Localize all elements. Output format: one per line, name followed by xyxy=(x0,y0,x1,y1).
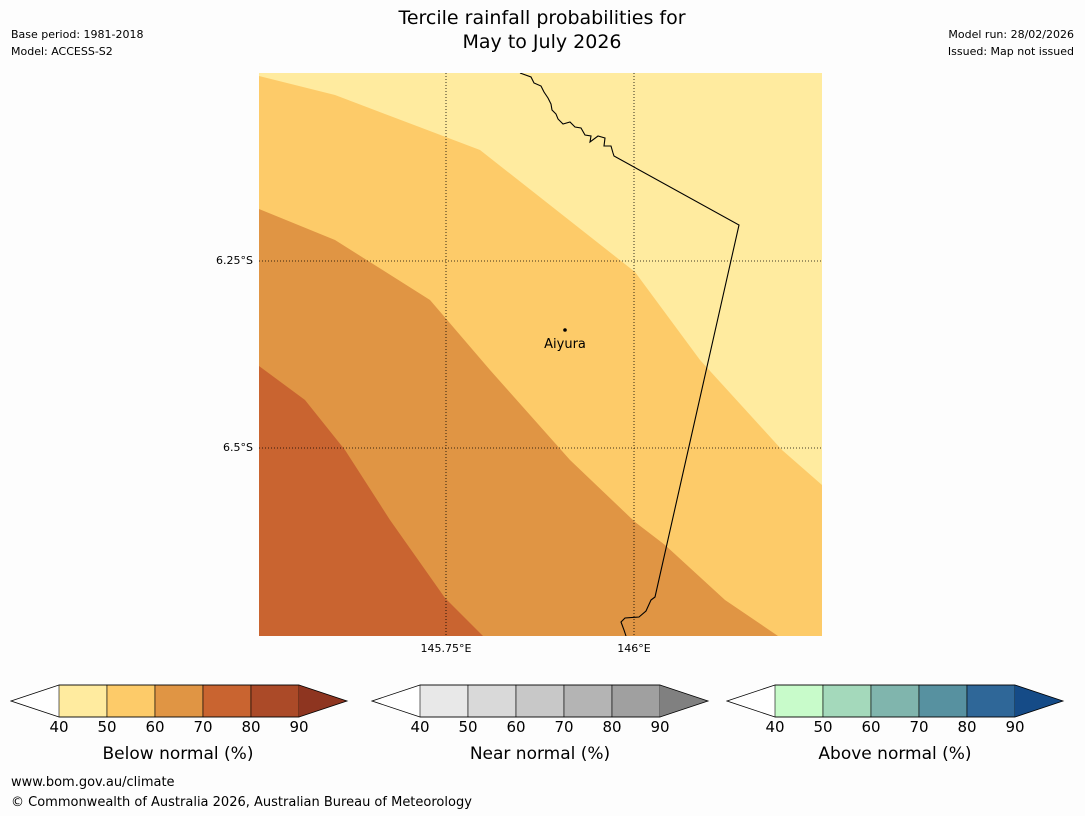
lon-label-146: 146°E xyxy=(617,642,651,655)
colorbar-tick-label: 80 xyxy=(241,718,261,736)
colorbar-near-graphic xyxy=(371,684,710,718)
title-line-1: Tercile rainfall probabilities for xyxy=(398,7,686,29)
colorbar-above-title: Above normal (%) xyxy=(818,744,972,764)
colorbar-extend-high xyxy=(299,685,347,717)
colorbar-segment xyxy=(419,684,469,718)
colorbar-tick-label: 60 xyxy=(145,718,165,736)
colorbar-tick-label: 80 xyxy=(602,718,622,736)
colorbar-segment xyxy=(822,684,872,718)
colorbar-segment xyxy=(774,684,824,718)
colorbar-outline xyxy=(10,684,349,718)
colorbar-extend-high xyxy=(660,685,708,717)
place-label-aiyura: Aiyura xyxy=(544,337,586,352)
lon-label-145-75: 145.75°E xyxy=(420,642,472,655)
colorbar-tick-label: 70 xyxy=(193,718,213,736)
colorbar-tick-label: 40 xyxy=(410,718,430,736)
colorbar-segment xyxy=(918,684,968,718)
issued-text: Issued: Map not issued xyxy=(947,45,1074,58)
colorbar-tick-label: 90 xyxy=(1005,718,1025,736)
footer-copyright: © Commonwealth of Australia 2026, Austra… xyxy=(11,795,472,810)
colorbar-tick-label: 70 xyxy=(909,718,929,736)
title-line-2: May to July 2026 xyxy=(462,31,622,53)
colorbar-segment xyxy=(58,684,108,718)
colorbar-tick-label: 60 xyxy=(506,718,526,736)
colorbar-extend-high xyxy=(1015,685,1063,717)
rainfall-probability-map xyxy=(259,73,822,636)
colorbar-tick-label: 50 xyxy=(97,718,117,736)
colorbar-tick-label: 50 xyxy=(813,718,833,736)
colorbar-segment xyxy=(563,684,613,718)
colorbar-extend-low xyxy=(372,685,420,717)
colorbar-tick-label: 90 xyxy=(650,718,670,736)
colorbar-near-title: Near normal (%) xyxy=(469,744,611,764)
colorbar-above-graphic xyxy=(726,684,1065,718)
map-title: Tercile rainfall probabilities for May t… xyxy=(342,6,742,54)
colorbar-extend-low xyxy=(727,685,775,717)
metadata-right: Model run: 28/02/2026 Issued: Map not is… xyxy=(948,26,1074,60)
colorbar-segment xyxy=(515,684,565,718)
colorbar-near-normal xyxy=(371,684,711,718)
colorbar-tick-label: 80 xyxy=(957,718,977,736)
base-period-text: Base period: 1981-2018 xyxy=(11,28,144,41)
location-marker xyxy=(563,328,567,332)
colorbar-segment xyxy=(154,684,204,718)
lat-label-6-25: 6.25°S xyxy=(216,254,253,267)
colorbar-segment xyxy=(966,684,1016,718)
colorbar-outline xyxy=(726,684,1065,718)
footer-url[interactable]: www.bom.gov.au/climate xyxy=(11,775,175,790)
colorbar-below-normal xyxy=(10,684,350,718)
colorbar-below-graphic xyxy=(10,684,349,718)
colorbar-segment xyxy=(250,684,300,718)
colorbar-tick-label: 90 xyxy=(289,718,309,736)
colorbar-outline xyxy=(371,684,710,718)
colorbar-tick-label: 40 xyxy=(49,718,69,736)
colorbar-segment xyxy=(870,684,920,718)
colorbar-segment xyxy=(202,684,252,718)
model-text: Model: ACCESS-S2 xyxy=(11,45,113,58)
model-run-text: Model run: 28/02/2026 xyxy=(948,28,1074,41)
colorbar-below-title: Below normal (%) xyxy=(102,744,254,764)
colorbar-tick-label: 50 xyxy=(458,718,478,736)
lat-label-6-5: 6.5°S xyxy=(223,441,253,454)
colorbar-tick-label: 40 xyxy=(765,718,785,736)
colorbar-above-normal xyxy=(726,684,1066,718)
colorbar-segment xyxy=(106,684,156,718)
boundary-line xyxy=(519,73,740,636)
band-70-80 xyxy=(259,366,483,636)
colorbar-tick-label: 70 xyxy=(554,718,574,736)
colorbar-tick-label: 60 xyxy=(861,718,881,736)
colorbar-segment xyxy=(467,684,517,718)
colorbar-extend-low xyxy=(11,685,59,717)
metadata-left: Base period: 1981-2018 Model: ACCESS-S2 xyxy=(11,26,143,60)
colorbar-segment xyxy=(611,684,661,718)
